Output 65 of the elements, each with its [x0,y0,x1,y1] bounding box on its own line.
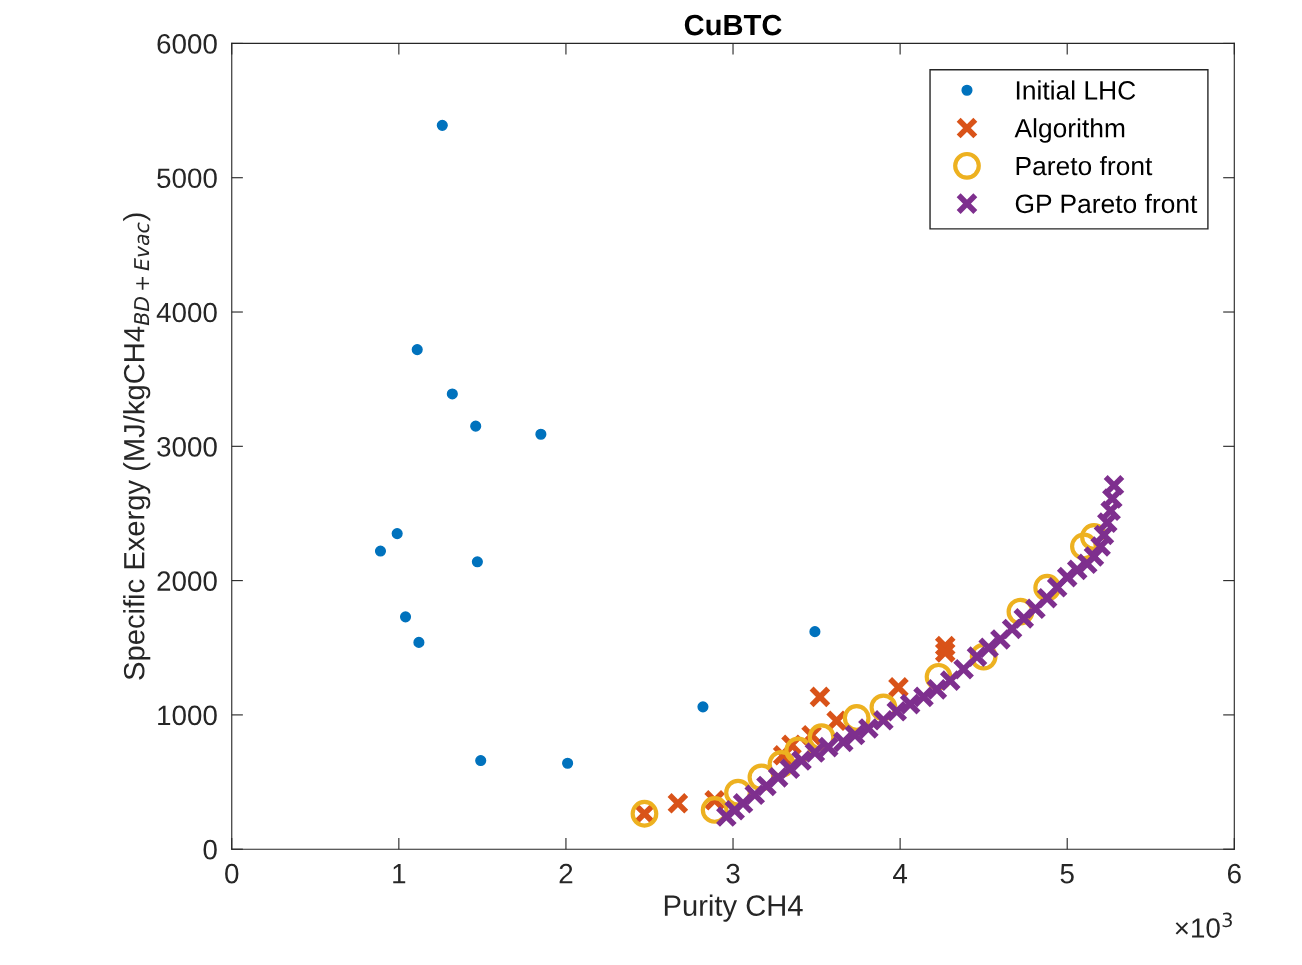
point [755,774,778,798]
point [1092,523,1116,547]
point [731,792,755,815]
legend-label: Pareto front [1016,155,1153,176]
point [374,545,387,557]
point [899,693,922,716]
legend-label: Initial LHC [1016,80,1136,100]
point [471,556,483,568]
x-axis-title: Purity CH4 [664,894,803,922]
point [952,658,975,681]
x-tick-label: 2 [559,863,573,884]
point [1082,545,1106,568]
point [887,676,910,699]
y-tick-label: 0 [203,839,217,860]
point [723,799,746,822]
legend-label: GP Pareto front [1015,193,1198,214]
point [809,626,821,638]
point [1101,487,1124,510]
x-tick-label: 3 [726,863,740,884]
y-tick-label: 6000 [157,34,217,54]
point [666,792,689,815]
y-tick-label: 3000 [157,436,217,457]
point [413,636,425,648]
point [1102,474,1126,497]
y-axis-title: Specific Exergy (MJ/kgCH4$_{BD+Evac}$) [123,213,151,680]
chart-title: CuBTC [684,14,782,36]
point [399,611,412,623]
point [925,678,948,701]
y-tick-label: 4000 [156,302,217,323]
legend-label: Algorithm [1014,118,1125,143]
y-tick-label: 1000 [158,705,217,726]
point [885,700,908,723]
point [808,685,832,709]
x-tick-label: 0 [225,863,239,884]
point [697,701,709,713]
x-tick-label: 5 [1060,864,1074,884]
point [912,685,935,709]
y-tick-label: 5000 [157,168,217,189]
point [790,749,813,772]
point [715,805,738,828]
point [475,755,487,767]
point [535,428,547,440]
point [1099,499,1122,522]
y-tick-label: 2000 [157,571,217,591]
point [1076,552,1099,575]
point [1000,617,1024,641]
point [939,669,962,692]
point [436,119,448,131]
point [470,420,482,432]
point [1024,597,1047,620]
point [767,766,790,789]
point [411,344,423,356]
point [562,757,574,769]
x-tick-label: 6 [1227,863,1241,884]
text: ×10$^{3}$ [1175,912,1232,938]
point [989,628,1012,651]
x-tick-label: 4 [893,864,908,884]
x-tick-label: 1 [393,864,406,884]
point [872,709,895,732]
point [1096,511,1119,534]
point [391,528,403,540]
point [446,388,458,400]
point [1056,566,1079,589]
point [743,783,766,806]
point [1066,558,1089,581]
